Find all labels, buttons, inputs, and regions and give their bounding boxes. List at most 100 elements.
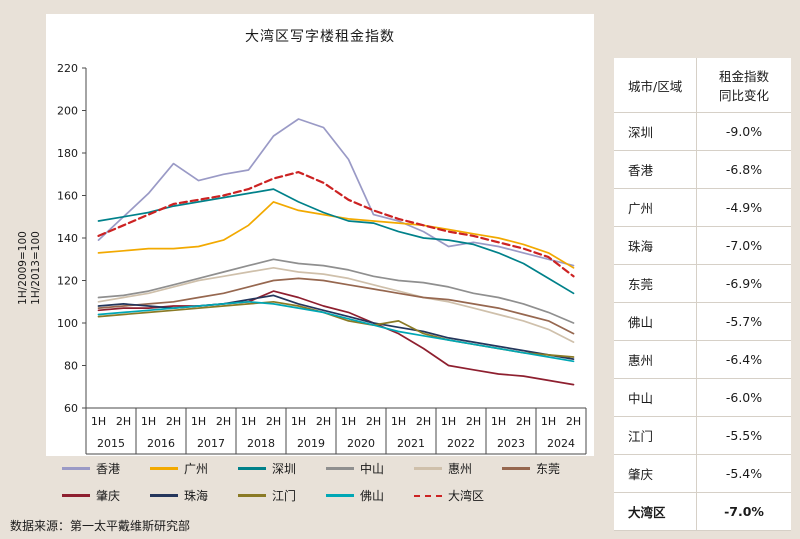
series-line <box>97 290 575 386</box>
legend-swatch <box>238 494 266 497</box>
chart-title: 大湾区写字楼租金指数 <box>245 29 395 45</box>
chart-panel: 大湾区写字楼租金指数 60 80 100 120 140 160 180 200 220 1H 2H… <box>46 14 594 456</box>
table-cell-value: -5.7% <box>696 303 791 340</box>
x-half-label: 1H <box>341 415 356 428</box>
table-cell-city: 惠州 <box>628 353 654 368</box>
legend-swatch <box>62 467 90 470</box>
series-line <box>97 201 575 269</box>
y-axis-note-line2: 1H/2013=100 <box>30 231 42 305</box>
legend-item: 深圳 <box>238 460 326 477</box>
table-cell-city: 香港 <box>628 163 654 178</box>
x-year-label: 2016 <box>147 437 175 450</box>
y-tick-label: 60 <box>64 402 78 415</box>
series-line <box>97 258 575 324</box>
legend-item: 大湾区 <box>414 487 502 504</box>
series-line <box>97 266 575 343</box>
x-half-label: 2H <box>166 415 181 428</box>
legend-label: 大湾区 <box>448 489 485 503</box>
legend-label: 珠海 <box>184 489 209 503</box>
x-half-label: 1H <box>491 415 506 428</box>
x-half-label: 1H <box>441 415 456 428</box>
table-cell-value: -4.9% <box>696 189 791 226</box>
table-cell-city: 肇庆 <box>628 467 654 482</box>
legend-item: 广州 <box>150 460 238 477</box>
x-year-label: 2023 <box>497 437 525 450</box>
table-header-change-line1: 租金指数 <box>718 69 769 84</box>
series-line <box>97 188 575 295</box>
y-tick-label: 220 <box>57 62 78 75</box>
legend-swatch <box>150 467 178 470</box>
table-cell-city: 江门 <box>628 429 654 444</box>
series-line <box>97 170 575 278</box>
table-cell-value: -5.4% <box>696 455 791 492</box>
legend-swatch <box>414 494 442 497</box>
table-body: 深圳 -9.0% 香港 -6.8% 广州 -4.9% 珠海 -7.0% 东莞 -6.9% 佛山 -5.… <box>614 113 791 531</box>
x-year-label: 2020 <box>347 437 375 450</box>
x-year-label: 2018 <box>247 437 275 450</box>
legend-item: 东莞 <box>502 460 590 477</box>
y-tick-label: 120 <box>57 275 78 288</box>
legend-label: 深圳 <box>272 462 297 476</box>
legend-item: 佛山 <box>326 487 414 504</box>
legend-swatch <box>238 467 266 470</box>
table-row: 中山 -6.0% <box>614 379 791 417</box>
table-cell-city: 广州 <box>628 201 654 216</box>
table-cell-value: -7.0% <box>696 493 791 530</box>
x-half-label: 1H <box>241 415 256 428</box>
y-tick-label: 80 <box>64 360 78 373</box>
legend-swatch <box>326 494 354 497</box>
legend-label: 香港 <box>96 462 121 476</box>
x-year-label: 2019 <box>297 437 325 450</box>
legend-item: 香港 <box>62 460 150 477</box>
table-cell-city: 大湾区 <box>628 505 666 520</box>
x-half-label: 2H <box>316 415 331 428</box>
x-half-label: 2H <box>366 415 381 428</box>
legend-item: 惠州 <box>414 460 502 477</box>
x-year-label: 2017 <box>197 437 225 450</box>
legend-item: 中山 <box>326 460 414 477</box>
table-cell-value: -7.0% <box>696 227 791 264</box>
table-cell-value: -6.9% <box>696 265 791 302</box>
legend-item: 肇庆 <box>62 487 150 504</box>
table-row: 惠州 -6.4% <box>614 341 791 379</box>
x-half-label: 2H <box>216 415 231 428</box>
legend-swatch <box>62 494 90 497</box>
legend-label: 惠州 <box>448 462 473 476</box>
table-cell-city: 东莞 <box>628 277 654 292</box>
x-half-label: 2H <box>466 415 481 428</box>
x-half-label: 2H <box>566 415 581 428</box>
table-cell-city: 中山 <box>628 391 654 406</box>
table-cell-value: -6.0% <box>696 379 791 416</box>
table-header-city: 城市/区域 <box>628 78 683 94</box>
legend-label: 广州 <box>184 462 209 476</box>
legend-swatch <box>502 467 530 470</box>
table-cell-value: -6.8% <box>696 151 791 188</box>
table-cell-value: -6.4% <box>696 341 791 378</box>
table-cell-city: 珠海 <box>628 239 654 254</box>
table-cell-city: 佛山 <box>628 315 654 330</box>
x-half-label: 1H <box>291 415 306 428</box>
x-year-label: 2022 <box>447 437 475 450</box>
legend-label: 东莞 <box>536 462 561 476</box>
legend-label: 中山 <box>360 462 385 476</box>
x-year-label: 2024 <box>547 437 575 450</box>
table-row: 珠海 -7.0% <box>614 227 791 265</box>
y-tick-label: 140 <box>57 232 78 245</box>
x-half-label: 2H <box>116 415 131 428</box>
table-row: 东莞 -6.9% <box>614 265 791 303</box>
x-half-label: 2H <box>416 415 431 428</box>
line-chart: 60 80 100 120 140 160 180 200 220 1H 2H 2015 1H 2H 201… <box>57 62 587 455</box>
series-line <box>97 118 575 267</box>
legend: 香港 广州 深圳 中山 惠州 东莞 肇庆 珠海 江门 佛山 大湾区 <box>62 460 590 504</box>
legend-label: 佛山 <box>360 489 385 503</box>
data-source: 数据来源：第一太平戴维斯研究部 <box>10 519 191 533</box>
x-half-label: 1H <box>541 415 556 428</box>
table-row: 广州 -4.9% <box>614 189 791 227</box>
x-half-label: 1H <box>91 415 106 428</box>
y-tick-label: 180 <box>57 147 78 160</box>
y-tick-label: 160 <box>57 190 78 203</box>
legend-swatch <box>150 494 178 497</box>
table-header-change: 租金指数 同比变化 <box>696 58 791 112</box>
x-year-label: 2021 <box>397 437 425 450</box>
table-row: 江门 -5.5% <box>614 417 791 455</box>
